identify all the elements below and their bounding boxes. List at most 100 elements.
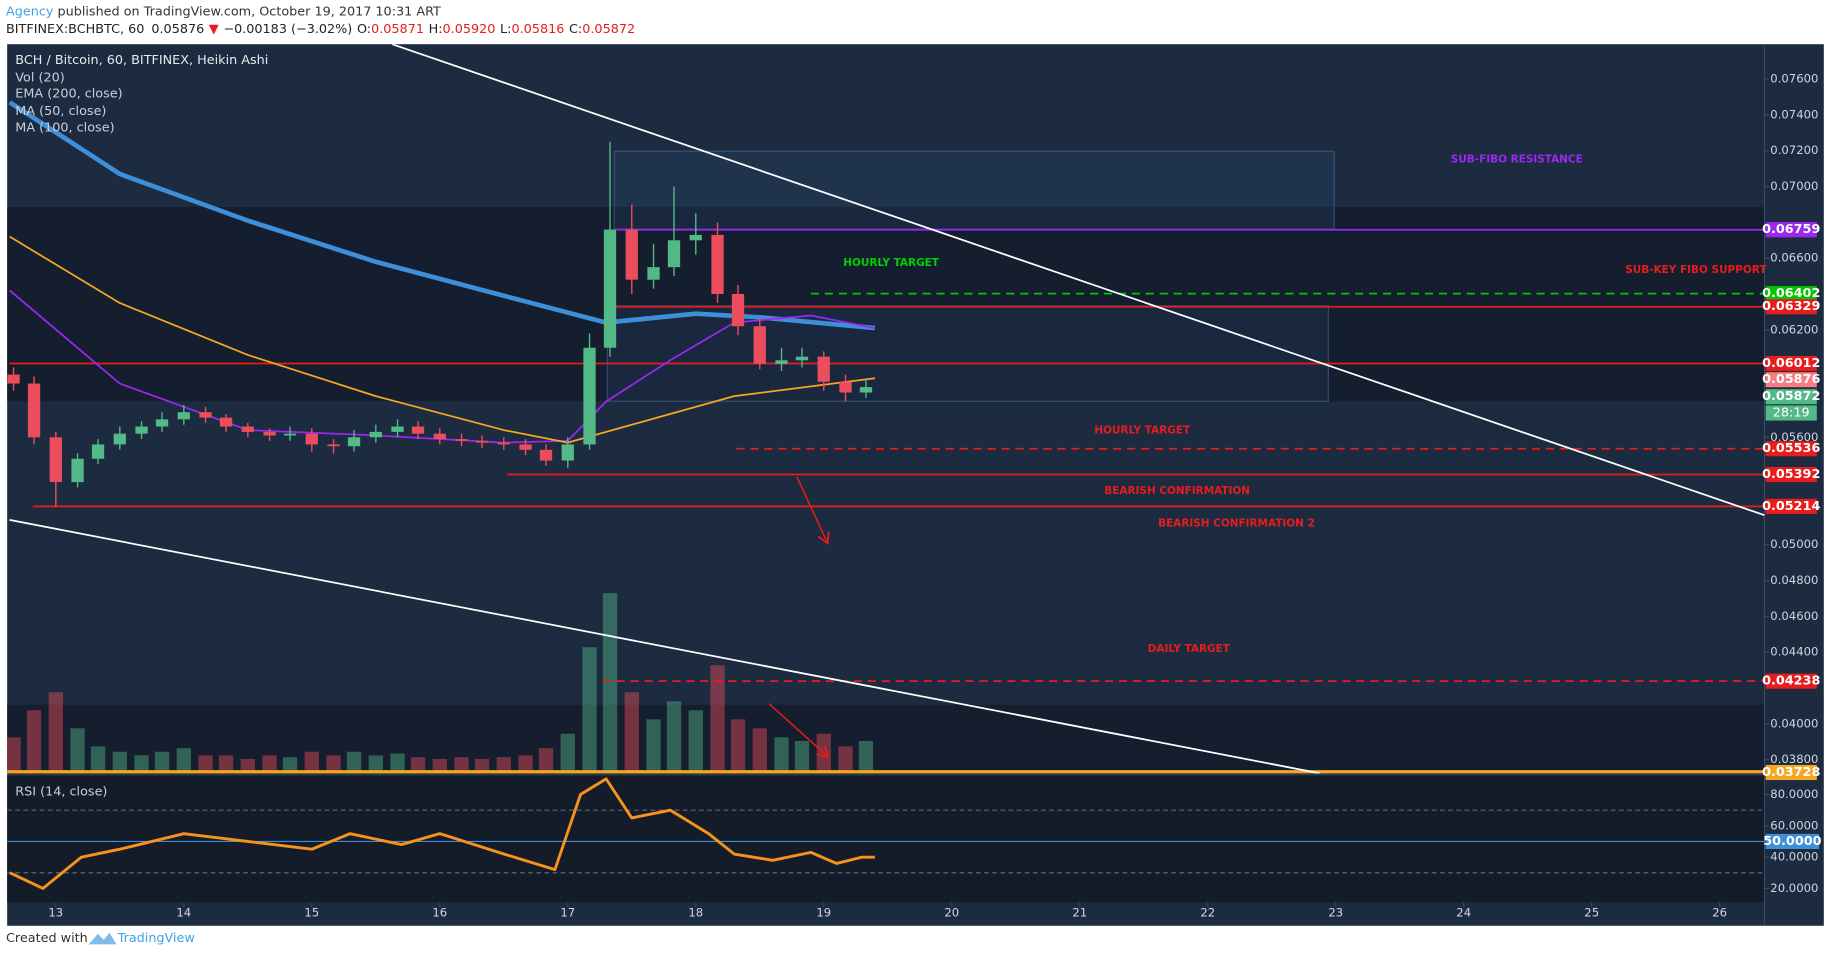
rsi-tick-label: 40.0000 bbox=[1770, 850, 1818, 864]
volume-bar bbox=[666, 701, 682, 774]
candle-body bbox=[839, 381, 852, 393]
level-badge bbox=[1765, 764, 1817, 781]
level-badge-label: 0.03728 bbox=[1762, 765, 1820, 780]
candle-body bbox=[305, 433, 318, 445]
candle-body bbox=[603, 229, 617, 348]
candle-body bbox=[689, 234, 702, 241]
ohlc-key: C: bbox=[569, 22, 582, 37]
volume-bar bbox=[90, 746, 106, 774]
y-tick-label: 0.06200 bbox=[1770, 322, 1818, 336]
volume-bar bbox=[218, 755, 234, 774]
y-tick-label: 0.04400 bbox=[1770, 645, 1818, 659]
trendline bbox=[391, 44, 1765, 517]
x-tick-label: 24 bbox=[1456, 905, 1471, 919]
annotation: HOURLY TARGET bbox=[1094, 424, 1191, 436]
volume-bar bbox=[602, 593, 618, 774]
candle-body bbox=[455, 439, 468, 441]
candle-body bbox=[49, 437, 62, 483]
volume-bar bbox=[710, 665, 725, 774]
x-tick-label: 14 bbox=[176, 905, 191, 919]
countdown-label: 28:19 bbox=[1773, 405, 1810, 420]
volume-bar bbox=[730, 719, 746, 774]
candle-body bbox=[177, 412, 190, 420]
ohlc-value: 0.05872 bbox=[582, 22, 635, 37]
y-tick-label: 0.05000 bbox=[1770, 537, 1818, 551]
y-tick-label: 0.04000 bbox=[1770, 716, 1818, 730]
author[interactable]: Agency bbox=[6, 4, 54, 19]
candle-body bbox=[263, 431, 276, 436]
y-tick-label: 0.04600 bbox=[1770, 609, 1818, 623]
volume-bar bbox=[326, 755, 341, 774]
level-badge bbox=[1765, 286, 1817, 302]
price-badge-label: 0.05876 bbox=[1762, 372, 1820, 387]
x-tick-label: 26 bbox=[1712, 905, 1727, 919]
candle-body bbox=[753, 326, 766, 364]
annotation: DAILY TARGET bbox=[1148, 643, 1231, 655]
volume-bar bbox=[794, 740, 810, 774]
volume-bar bbox=[134, 755, 149, 774]
legend-item: MA (100, close) bbox=[15, 120, 114, 135]
volume-bar bbox=[774, 737, 789, 774]
volume-bar bbox=[262, 755, 277, 774]
candle-body bbox=[519, 444, 532, 450]
y-tick-label: 0.03800 bbox=[1770, 752, 1818, 766]
candle-body bbox=[647, 267, 660, 280]
candle-body bbox=[775, 360, 788, 364]
candle-body bbox=[199, 412, 212, 418]
candle-body bbox=[433, 433, 446, 440]
volume-bar bbox=[410, 757, 426, 774]
candle-body bbox=[667, 240, 681, 268]
rsi-mid-label: 50.0000 bbox=[1763, 834, 1821, 849]
symbol: BITFINEX:BCHBTC, 60 bbox=[6, 22, 144, 37]
rsi-tick-label: 60.0000 bbox=[1770, 818, 1818, 832]
y-tick-label: 0.07200 bbox=[1770, 143, 1818, 157]
candle-body bbox=[475, 440, 489, 443]
x-tick-label: 16 bbox=[432, 905, 447, 919]
volume-bar bbox=[496, 757, 511, 774]
x-tick-label: 18 bbox=[688, 905, 703, 919]
candle-body bbox=[155, 419, 169, 427]
x-tick-label: 17 bbox=[560, 905, 575, 919]
price-badge bbox=[1765, 389, 1817, 405]
candle-body bbox=[625, 229, 638, 280]
y-tick-label: 0.07400 bbox=[1770, 107, 1818, 121]
annotation: BEARISH CONFIRMATION 2 bbox=[1158, 517, 1315, 529]
volume-bar bbox=[560, 733, 575, 774]
legend-item: RSI (14, close) bbox=[15, 785, 107, 800]
volume-bar bbox=[198, 755, 213, 774]
candle-body bbox=[347, 437, 361, 447]
volume-bar bbox=[7, 737, 21, 774]
last-price: 0.05876 bbox=[151, 22, 204, 37]
volume-bar bbox=[838, 746, 853, 774]
y-tick-label: 0.07600 bbox=[1770, 72, 1818, 86]
level-badge bbox=[1765, 441, 1817, 457]
candle-body bbox=[497, 442, 510, 445]
x-tick-label: 13 bbox=[48, 905, 63, 919]
candle-body bbox=[27, 383, 41, 438]
ohlc-key: H: bbox=[429, 22, 443, 37]
candle-body bbox=[731, 294, 745, 327]
candle-body bbox=[391, 426, 404, 432]
candle-body bbox=[135, 426, 148, 434]
level-badge bbox=[1765, 299, 1817, 315]
chart-title: BCH / Bitcoin, 60, BITFINEX, Heikin Ashi bbox=[15, 53, 268, 68]
footer-brand[interactable]: TradingView bbox=[117, 931, 195, 946]
zone-box bbox=[613, 150, 1335, 230]
annotation: SUB-KEY FIBO SUPPORT bbox=[1625, 264, 1767, 276]
volume-bar bbox=[176, 748, 191, 774]
price-badge-label: 0.05872 bbox=[1762, 389, 1820, 404]
header-line: Agency published on TradingView.com, Oct… bbox=[6, 4, 441, 19]
volume-bar bbox=[368, 755, 383, 774]
candle-body bbox=[411, 426, 425, 434]
level-badge-label: 0.05536 bbox=[1762, 441, 1820, 456]
volume-bar bbox=[240, 758, 255, 774]
y-tick-label: 0.04800 bbox=[1770, 573, 1818, 587]
rsi-tick-label: 20.0000 bbox=[1770, 881, 1818, 895]
volume-bar bbox=[624, 692, 639, 774]
arrow bbox=[768, 703, 827, 756]
change: −0.00183 (−3.02%) bbox=[223, 22, 352, 37]
candle-body bbox=[7, 374, 20, 384]
volume-bar bbox=[112, 751, 127, 774]
ohlc-value: 0.05816 bbox=[511, 22, 564, 37]
